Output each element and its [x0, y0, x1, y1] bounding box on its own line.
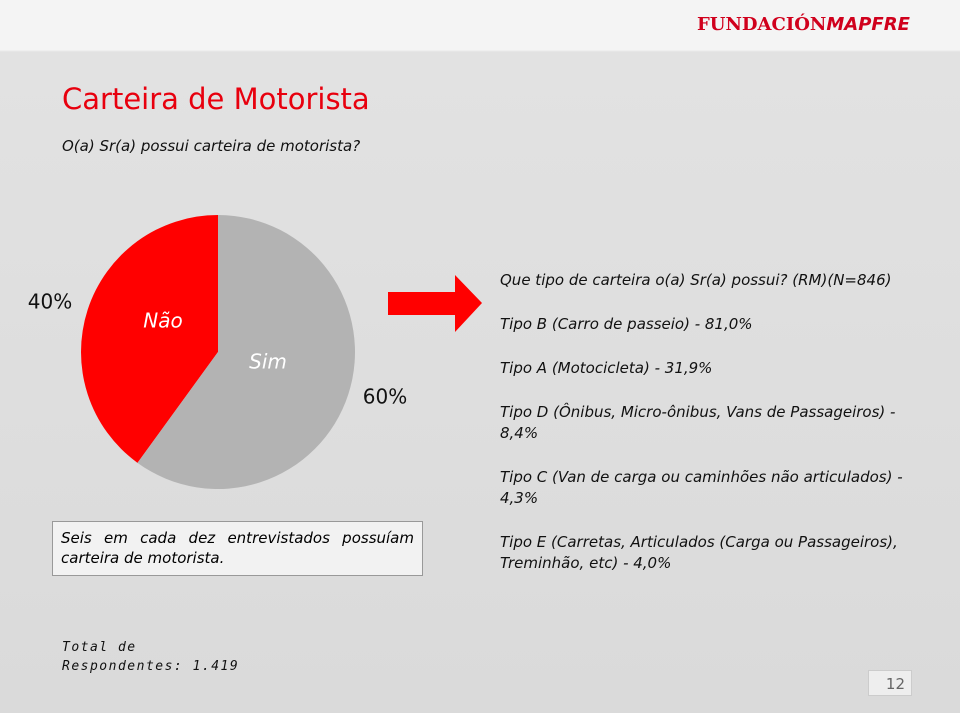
type-item: Tipo E (Carretas, Articulados (Carga ou … — [500, 533, 898, 572]
types-title: Que tipo de carteira o(a) Sr(a) possui? … — [500, 271, 892, 289]
type-item: Tipo C (Van de carga ou caminhões não ar… — [500, 468, 903, 507]
total: Total de Respondentes: 1.419 — [62, 640, 240, 674]
logo: FUNDACIÓNMAPFRE — [697, 14, 910, 35]
logo-text: MAPFRE — [826, 14, 910, 35]
slice-label: Não — [143, 309, 182, 333]
type-item: Tipo A (Motocicleta) - 31,9% — [500, 359, 713, 377]
subtitle: O(a) Sr(a) possui carteira de motorista? — [62, 137, 361, 155]
value-label: 40% — [28, 290, 72, 314]
pie-slice — [137, 215, 356, 490]
page-number: 12 — [868, 670, 912, 696]
title: Carteira de Motorista — [62, 82, 370, 116]
pie-slice — [81, 215, 219, 463]
type-item: Tipo B (Carro de passeio) - 81,0% — [500, 315, 753, 333]
note: Seis em cada dez entrevistados possuíam … — [52, 521, 423, 576]
slice-label: Sim — [249, 350, 287, 374]
logo-text: FUNDACIÓN — [697, 14, 827, 35]
types-list: Que tipo de carteira o(a) Sr(a) possui? … — [500, 270, 920, 597]
type-item: Tipo D (Ônibus, Micro-ônibus, Vans de Pa… — [500, 403, 896, 442]
value-label: 60% — [363, 385, 407, 409]
arrow — [388, 275, 482, 332]
